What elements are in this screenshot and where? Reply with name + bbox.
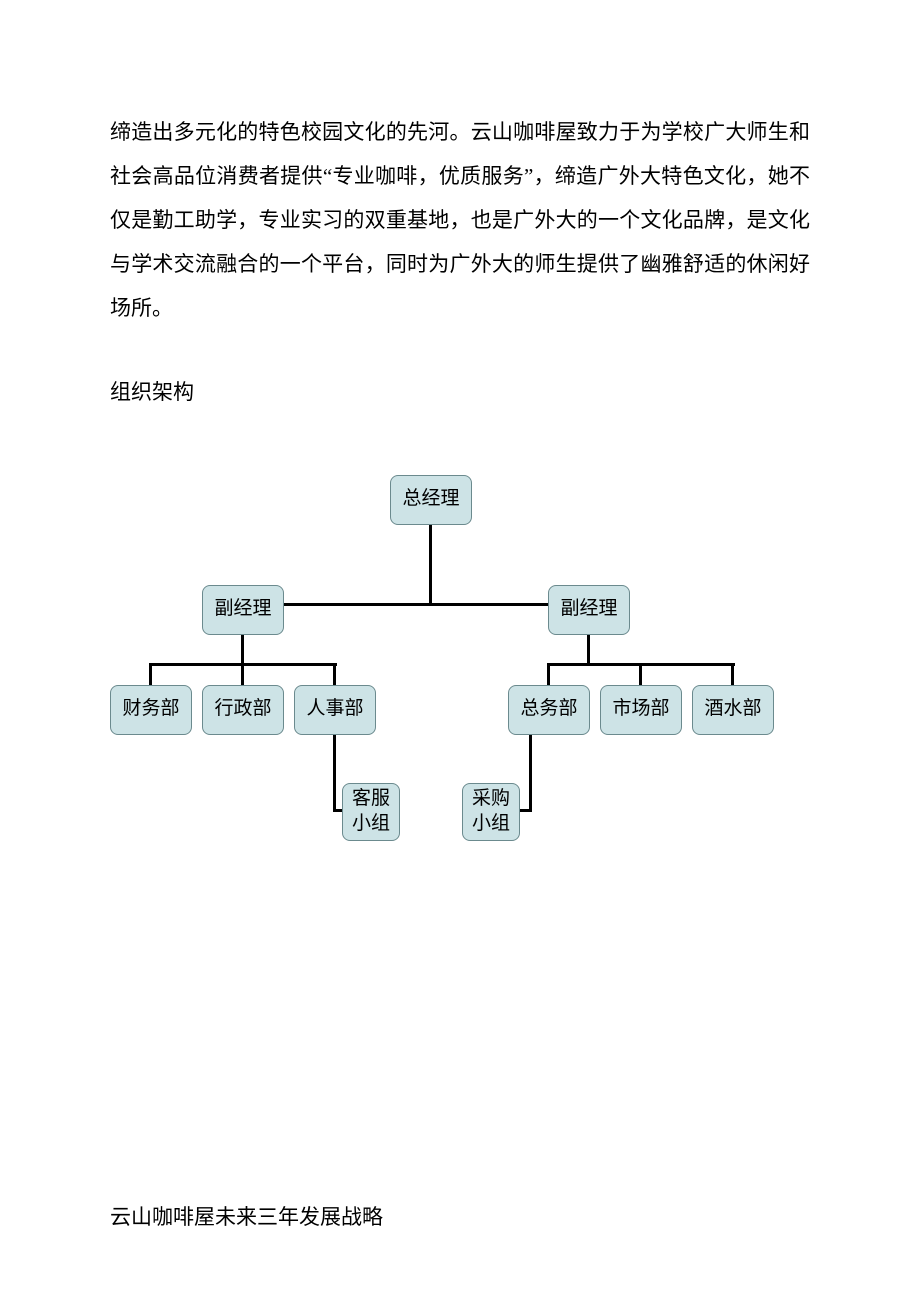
org-box-general: 总务部 — [508, 685, 590, 735]
org-line — [587, 635, 590, 663]
org-box-cs: 客服 小组 — [342, 783, 400, 841]
org-box-label: 市场部 — [612, 697, 669, 722]
org-box-purchase: 采购 小组 — [462, 783, 520, 841]
org-box-label: 副经理 — [560, 597, 617, 622]
org-box-label: 行政部 — [214, 697, 271, 722]
org-box-label: 采购 小组 — [472, 787, 510, 836]
org-line — [639, 663, 642, 685]
org-box-hr: 人事部 — [294, 685, 376, 735]
org-line — [429, 525, 432, 605]
org-box-gm: 总经理 — [390, 475, 472, 525]
org-box-vp2: 副经理 — [548, 585, 630, 635]
org-box-beverage: 酒水部 — [692, 685, 774, 735]
org-line — [149, 663, 152, 685]
org-line — [547, 663, 550, 685]
org-line — [241, 635, 244, 663]
page-content: 缔造出多元化的特色校园文化的先河。云山咖啡屋致力于为学校广大师生和社会高品位消费… — [0, 0, 920, 1239]
org-box-label: 人事部 — [306, 697, 363, 722]
org-box-label: 酒水部 — [704, 697, 761, 722]
org-line — [333, 735, 336, 811]
org-box-label: 客服 小组 — [352, 787, 390, 836]
org-line — [333, 663, 336, 685]
org-box-vp1: 副经理 — [202, 585, 284, 635]
org-box-label: 副经理 — [214, 597, 271, 622]
org-box-marketing: 市场部 — [600, 685, 682, 735]
section-title: 组织架构 — [110, 370, 810, 414]
org-box-finance: 财务部 — [110, 685, 192, 735]
org-box-label: 财务部 — [122, 697, 179, 722]
org-chart: 总经理 副经理 副经理 财务部 行政部 人事部 总务部 市场部 酒水部 客服 小… — [110, 475, 830, 895]
footer-title: 云山咖啡屋未来三年发展战略 — [110, 1195, 810, 1239]
org-line — [520, 809, 532, 812]
org-box-admin: 行政部 — [202, 685, 284, 735]
org-line — [529, 735, 532, 811]
org-line — [243, 603, 589, 606]
org-line — [731, 663, 734, 685]
org-box-label: 总经理 — [402, 487, 459, 512]
body-paragraph: 缔造出多元化的特色校园文化的先河。云山咖啡屋致力于为学校广大师生和社会高品位消费… — [110, 110, 810, 330]
org-box-label: 总务部 — [520, 697, 577, 722]
org-line — [241, 663, 244, 685]
